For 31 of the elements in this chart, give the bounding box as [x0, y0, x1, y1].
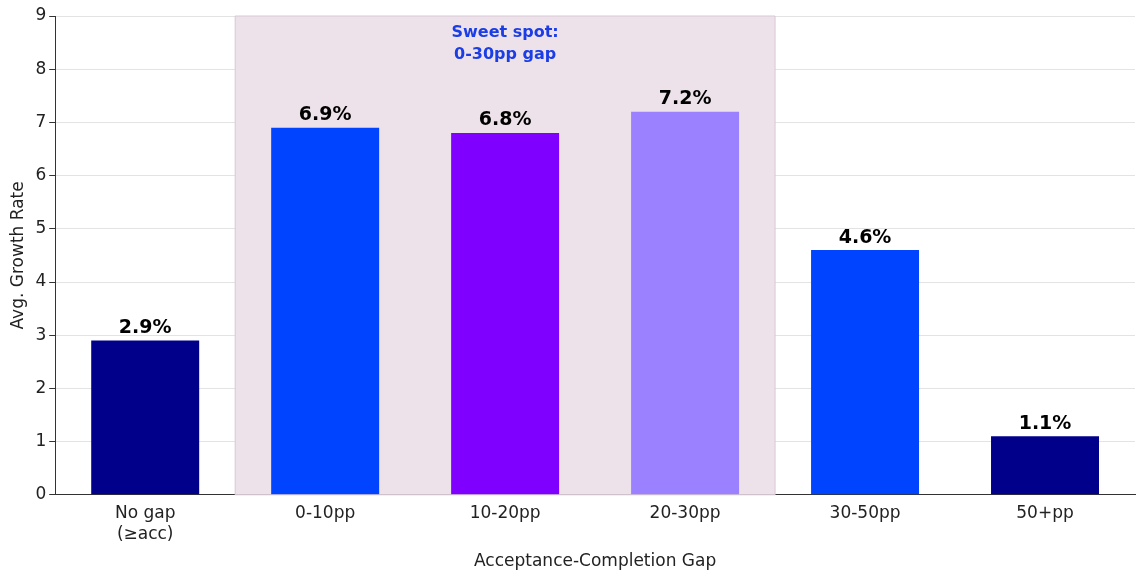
y-axis-title: Avg. Growth Rate [6, 181, 27, 330]
y-tick-label: 6 [35, 164, 47, 185]
band-label: Sweet spot: 0-30pp gap [451, 22, 559, 64]
y-tick-label: 0 [35, 483, 47, 504]
bar [811, 250, 920, 495]
bar [991, 436, 1100, 495]
y-tick-label: 1 [35, 430, 47, 451]
data-label: 6.9% [298, 102, 352, 125]
x-tick-label: 10-20pp [469, 502, 541, 523]
y-tick-label: 8 [35, 57, 47, 78]
x-tick-label: 0-10pp [295, 502, 356, 523]
data-label: 6.8% [478, 107, 532, 130]
x-tick-label: 20-30pp [649, 502, 721, 523]
y-tick-label: 2 [35, 376, 47, 397]
data-label: 4.6% [838, 224, 892, 247]
bar [271, 127, 380, 495]
data-label: 2.9% [118, 314, 172, 337]
x-tick-label: 30-50pp [829, 502, 901, 523]
y-tick-label: 7 [35, 110, 47, 131]
data-label: 1.1% [1018, 410, 1072, 433]
y-tick-label: 5 [35, 217, 47, 238]
bar [631, 111, 740, 495]
y-tick-label: 3 [35, 323, 47, 344]
y-tick-label: 4 [35, 270, 47, 291]
x-axis-title: Acceptance-Completion Gap [473, 550, 717, 571]
y-tick-label: 9 [35, 4, 47, 25]
x-tick-label: 50+pp [1016, 502, 1074, 523]
data-label: 7.2% [658, 86, 712, 109]
x-tick-label: No gap (≥acc) [114, 502, 176, 543]
bar [451, 133, 560, 495]
bar [91, 340, 200, 495]
